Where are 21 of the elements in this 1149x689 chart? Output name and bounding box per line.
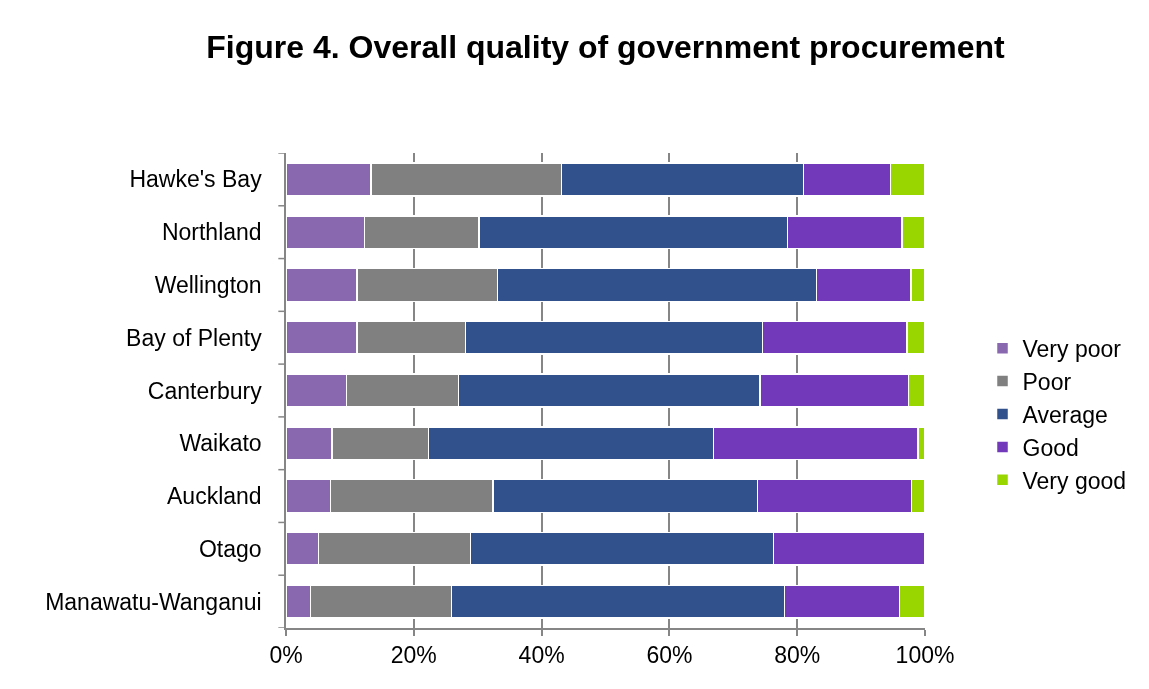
x-tick-label: 80% bbox=[774, 642, 821, 669]
x-tick-label: 20% bbox=[390, 642, 437, 669]
x-tick-label: 60% bbox=[646, 642, 693, 669]
y-tick-label: Wellington bbox=[154, 271, 262, 298]
x-tick-label: 0% bbox=[269, 642, 303, 669]
y-tick-label: Otago bbox=[198, 535, 262, 562]
legend-label: Average bbox=[1022, 401, 1108, 428]
legend-label: Very poor bbox=[1022, 336, 1122, 363]
y-tick-label: Canterbury bbox=[147, 377, 263, 404]
legend-label: Good bbox=[1022, 434, 1079, 461]
y-tick-label: Waikato bbox=[179, 430, 262, 457]
y-tick-label: Bay of Plenty bbox=[126, 324, 263, 351]
y-tick-label: Manawatu-Wanganui bbox=[45, 588, 262, 615]
y-tick-label: Northland bbox=[161, 219, 262, 246]
x-tick-label: 40% bbox=[518, 642, 565, 669]
y-tick-label: Hawke's Bay bbox=[129, 166, 263, 193]
legend-label: Poor bbox=[1022, 369, 1072, 396]
chart-title: Figure 4. Overall quality of government procurement bbox=[206, 29, 1006, 66]
y-tick-label: Auckland bbox=[167, 483, 262, 510]
legend-label: Very good bbox=[1022, 467, 1127, 494]
x-tick-label: 100% bbox=[895, 642, 955, 669]
